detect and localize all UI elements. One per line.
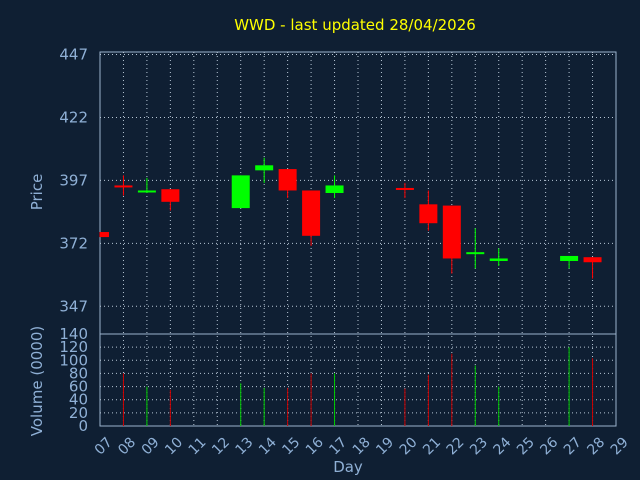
candle-body xyxy=(489,258,508,261)
candle-body xyxy=(325,185,344,193)
day-tick-label: 13 xyxy=(233,434,257,458)
day-tick-labels: 07 08 09 10 11 12 13 14 15 16 17 18 19 20 21 22 23 24 25 26… xyxy=(92,434,632,458)
volume-tick-label: 60 xyxy=(69,378,88,396)
candle-body xyxy=(560,255,579,261)
volume-tick-label: 0 xyxy=(78,417,88,435)
candles xyxy=(99,157,602,279)
price-tick-label: 397 xyxy=(59,171,88,189)
volume-tick-label: 100 xyxy=(59,351,88,369)
day-tick-label: 18 xyxy=(350,434,374,458)
price-tick-label: 347 xyxy=(59,297,88,315)
candle-body xyxy=(302,190,321,236)
day-tick-label: 10 xyxy=(162,434,186,458)
day-tick-label: 25 xyxy=(514,434,538,458)
price-tick-label: 372 xyxy=(59,234,88,252)
candle-body xyxy=(100,232,109,238)
day-tick-label: 23 xyxy=(467,434,491,458)
volume-panel-frame xyxy=(99,333,617,427)
day-axis-label: Day xyxy=(333,458,363,476)
day-tick-label: 17 xyxy=(326,434,350,458)
price-axis-label: Price xyxy=(28,174,46,211)
candle-body xyxy=(583,257,602,263)
day-tick-label: 26 xyxy=(537,434,561,458)
day-tick-label: 15 xyxy=(279,434,303,458)
candle-body xyxy=(231,175,250,209)
volume-tick-label: 120 xyxy=(59,338,88,356)
candle-body xyxy=(137,190,156,193)
candle-body xyxy=(419,204,438,224)
day-tick-label: 27 xyxy=(561,434,585,458)
day-tick-label: 07 xyxy=(92,434,116,458)
day-tick-label: 29 xyxy=(608,434,632,458)
volume-tick-label: 140 xyxy=(59,325,88,343)
chart-title: WWD - last updated 28/04/2026 xyxy=(234,16,476,34)
candle-body xyxy=(278,169,297,191)
day-tick-label: 20 xyxy=(397,434,421,458)
day-tick-label: 16 xyxy=(303,434,327,458)
day-tick-label: 08 xyxy=(115,434,139,458)
day-tick-label: 14 xyxy=(256,434,280,458)
price-tick-label: 447 xyxy=(59,46,88,64)
candle-body xyxy=(395,187,414,190)
price-tick-labels: 347 372 397 422 447 xyxy=(59,46,88,316)
day-tick-label: 21 xyxy=(420,434,444,458)
day-tick-label: 19 xyxy=(373,434,397,458)
day-tick-label: 09 xyxy=(139,434,163,458)
day-tick-label: 11 xyxy=(186,434,210,458)
candle-body xyxy=(466,252,485,255)
grid-layer xyxy=(100,52,616,426)
candle-body xyxy=(114,185,133,188)
day-tick-label: 22 xyxy=(444,434,468,458)
day-tick-label: 28 xyxy=(584,434,608,458)
volume-axis-label: Volume (0000) xyxy=(28,326,46,436)
day-tick-label: 12 xyxy=(209,434,233,458)
candle-body xyxy=(255,165,274,171)
candle-body xyxy=(161,189,180,202)
day-tick-label: 24 xyxy=(491,434,515,458)
volume-tick-label: 40 xyxy=(69,391,88,409)
candle-body xyxy=(442,205,461,259)
volume-tick-label: 80 xyxy=(69,364,88,382)
volume-tick-label: 20 xyxy=(69,404,88,422)
price-tick-label: 422 xyxy=(59,108,88,126)
volume-bars xyxy=(122,347,594,426)
